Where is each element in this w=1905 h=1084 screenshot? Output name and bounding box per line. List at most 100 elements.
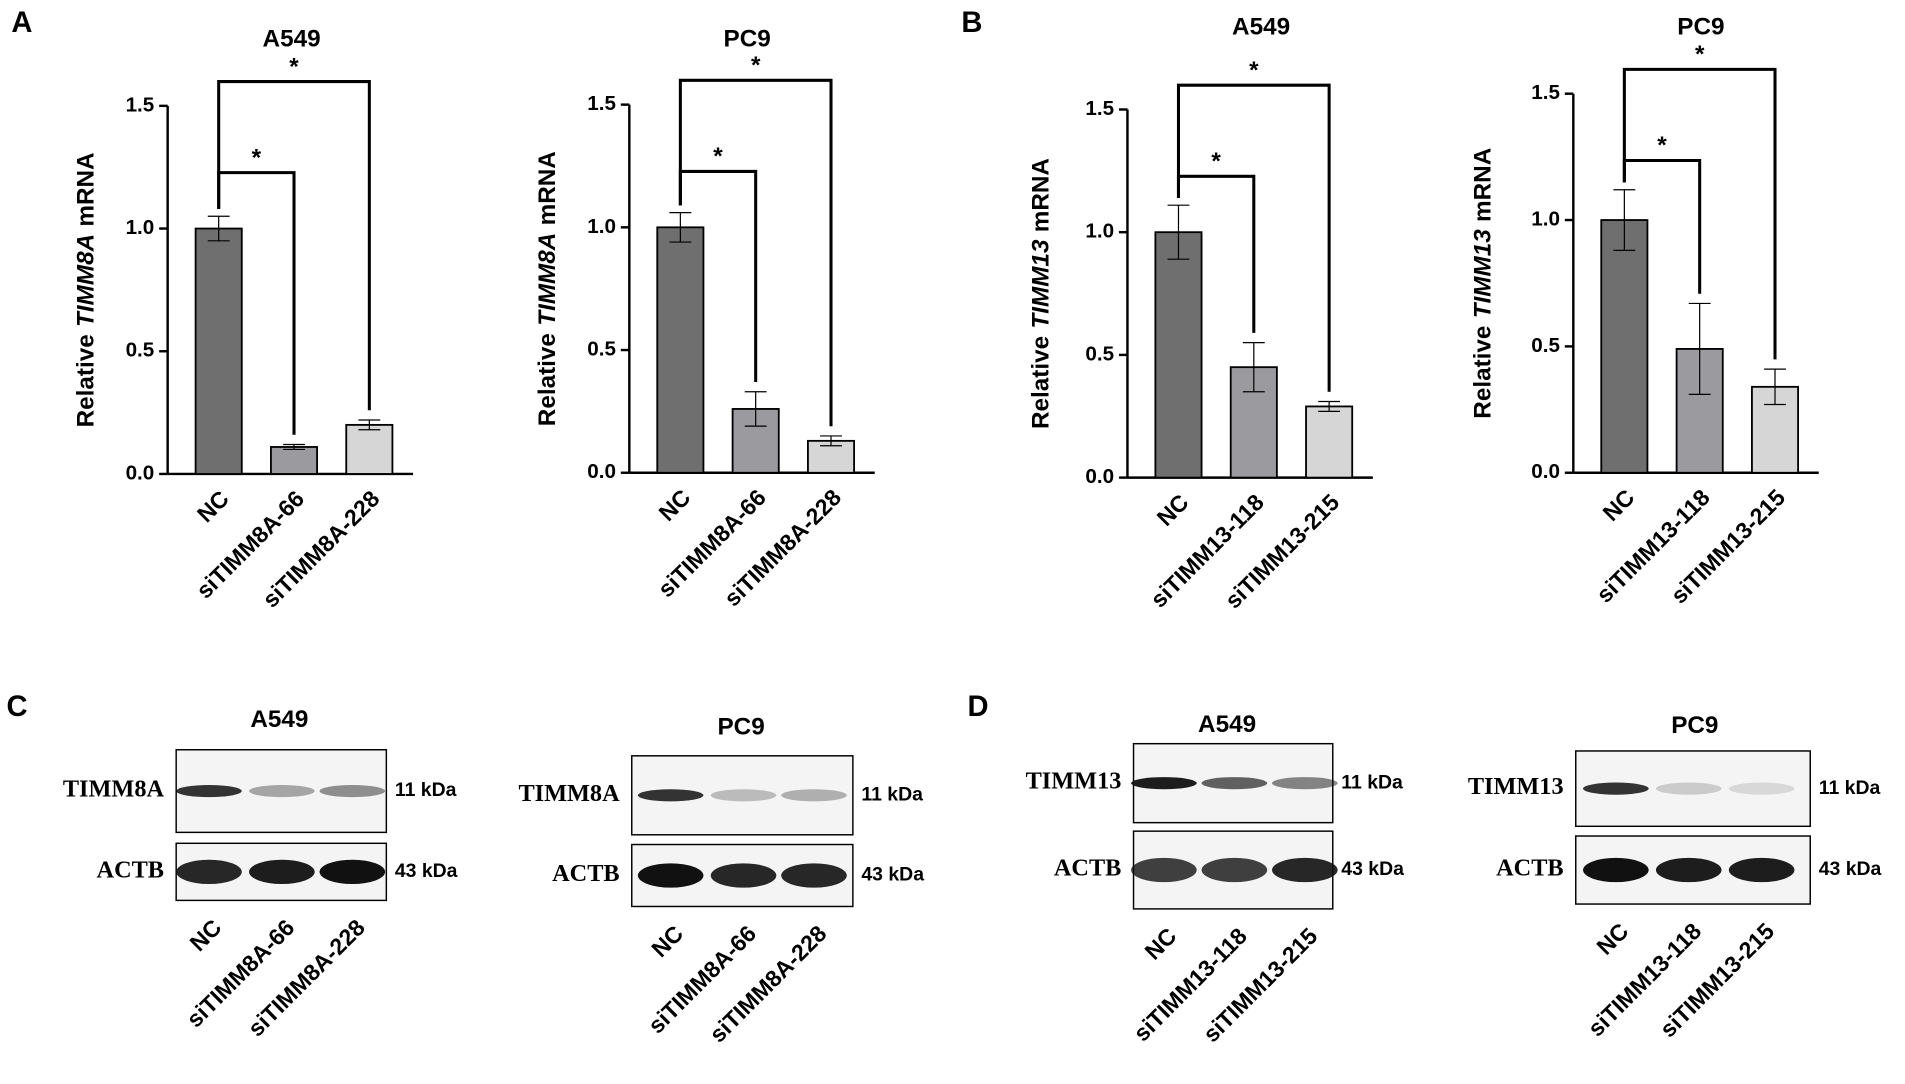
blot-title: A549 — [250, 706, 308, 733]
panel-letter: C — [6, 691, 27, 723]
y-tick-label: 1.5 — [1531, 81, 1560, 104]
protein-label: ACTB — [552, 860, 619, 887]
y-tick-label: 0.0 — [1531, 460, 1560, 483]
y-axis-label-part: mRNA — [1028, 158, 1055, 232]
significance-bracket — [217, 80, 371, 411]
protein-label: ACTB — [1496, 855, 1563, 882]
y-axis-label-part: Relative — [1470, 326, 1497, 419]
y-tick-label: 1.0 — [1531, 207, 1560, 230]
significance-bracket — [1622, 67, 1777, 360]
bar — [656, 226, 705, 474]
blot-band — [1131, 777, 1197, 790]
blot-band — [1728, 782, 1795, 795]
size-label: 43 kDa — [395, 860, 458, 882]
significance-label: * — [289, 53, 299, 80]
y-tick-label: 1.0 — [126, 216, 155, 239]
size-label: 43 kDa — [1819, 858, 1882, 880]
panel-letter: A — [11, 7, 32, 39]
bar — [194, 227, 243, 475]
y-axis-label-part: Relative — [535, 333, 562, 426]
blot-band — [1201, 777, 1268, 790]
x-tick-label: NC — [654, 484, 696, 526]
blot-band — [781, 863, 847, 888]
bar — [1600, 219, 1649, 474]
blot-band — [1655, 782, 1722, 795]
y-tick-label: 1.5 — [126, 93, 155, 116]
protein-label: ACTB — [97, 856, 164, 883]
blot-band — [1655, 857, 1722, 883]
y-tick-label: 1.5 — [1085, 97, 1114, 120]
blot-band — [1201, 857, 1268, 883]
chart-title: PC9 — [1677, 14, 1724, 41]
significance-label: * — [713, 143, 723, 170]
blot-title: A549 — [1198, 711, 1256, 738]
blot-band — [1131, 857, 1197, 883]
y-tick-label: 1.5 — [587, 92, 616, 115]
blot-band — [1583, 857, 1649, 883]
significance-label: * — [751, 52, 761, 79]
bar — [345, 423, 394, 475]
blot-band — [176, 859, 242, 885]
y-tick-label: 1.0 — [1085, 220, 1114, 243]
y-axis-label-part: mRNA — [535, 151, 562, 225]
blot-membrane — [631, 755, 854, 836]
blot-band — [781, 789, 847, 802]
panel-letter: D — [967, 691, 988, 723]
significance-bracket — [678, 78, 833, 427]
blot-band — [249, 859, 315, 885]
blot-band — [637, 789, 704, 802]
chart-title: A549 — [1232, 14, 1290, 41]
lane-label: NC — [1139, 922, 1181, 964]
x-tick-label: NC — [192, 485, 234, 527]
significance-label: * — [1657, 132, 1667, 159]
protein-label: TIMM8A — [63, 776, 165, 803]
y-tick-label: 0.5 — [1085, 342, 1114, 365]
chart-title: A549 — [263, 26, 321, 53]
y-axis-label: Relative TIMM13 mRNA — [1028, 158, 1055, 429]
y-tick-label: 0.5 — [1531, 334, 1560, 357]
significance-label: * — [1249, 57, 1259, 84]
significance-label: * — [1695, 41, 1705, 68]
blot-band — [249, 784, 315, 798]
size-label: 11 kDa — [861, 783, 923, 805]
y-axis-label: Relative TIMM8A mRNA — [535, 151, 562, 426]
x-tick-label: NC — [1152, 489, 1194, 531]
size-label: 11 kDa — [395, 779, 457, 801]
protein-label: TIMM13 — [1026, 768, 1122, 795]
protein-label: TIMM8A — [518, 780, 620, 807]
y-axis-label-part: mRNA — [73, 152, 100, 226]
y-axis-label: Relative TIMM8A mRNA — [73, 152, 100, 427]
y-tick-label: 1.0 — [587, 215, 616, 238]
bar — [270, 446, 319, 475]
y-axis-label-part: TIMM8A — [535, 233, 562, 326]
y-axis-label-part: TIMM13 — [1470, 229, 1497, 319]
blot-band — [1272, 777, 1338, 790]
blot-title: PC9 — [717, 713, 764, 740]
size-label: 11 kDa — [1819, 777, 1881, 799]
protein-label: TIMM13 — [1468, 773, 1564, 800]
blot-band — [710, 863, 777, 888]
blot-band — [1583, 782, 1649, 795]
blot-band — [637, 863, 704, 888]
blot-title: PC9 — [1671, 712, 1718, 739]
y-axis-label-part: mRNA — [1470, 148, 1497, 222]
size-label: 43 kDa — [861, 864, 924, 886]
blot-band — [710, 789, 777, 802]
lane-label: NC — [646, 920, 688, 962]
y-axis-label: Relative TIMM13 mRNA — [1470, 148, 1497, 419]
x-tick-label: NC — [1598, 484, 1640, 526]
y-axis-label-part: Relative — [73, 334, 100, 427]
chart-title: PC9 — [724, 26, 771, 53]
significance-label: * — [252, 144, 262, 171]
y-axis-label-part: TIMM13 — [1028, 239, 1055, 329]
significance-label: * — [1211, 148, 1221, 175]
blot-band — [1728, 857, 1795, 883]
y-tick-label: 0.0 — [126, 461, 155, 484]
y-tick-label: 0.5 — [587, 337, 616, 360]
panel-letter: B — [961, 7, 982, 39]
protein-label: ACTB — [1054, 855, 1121, 882]
y-axis-label-part: TIMM8A — [73, 234, 100, 327]
bar — [1305, 405, 1354, 479]
blot-band — [319, 859, 386, 885]
